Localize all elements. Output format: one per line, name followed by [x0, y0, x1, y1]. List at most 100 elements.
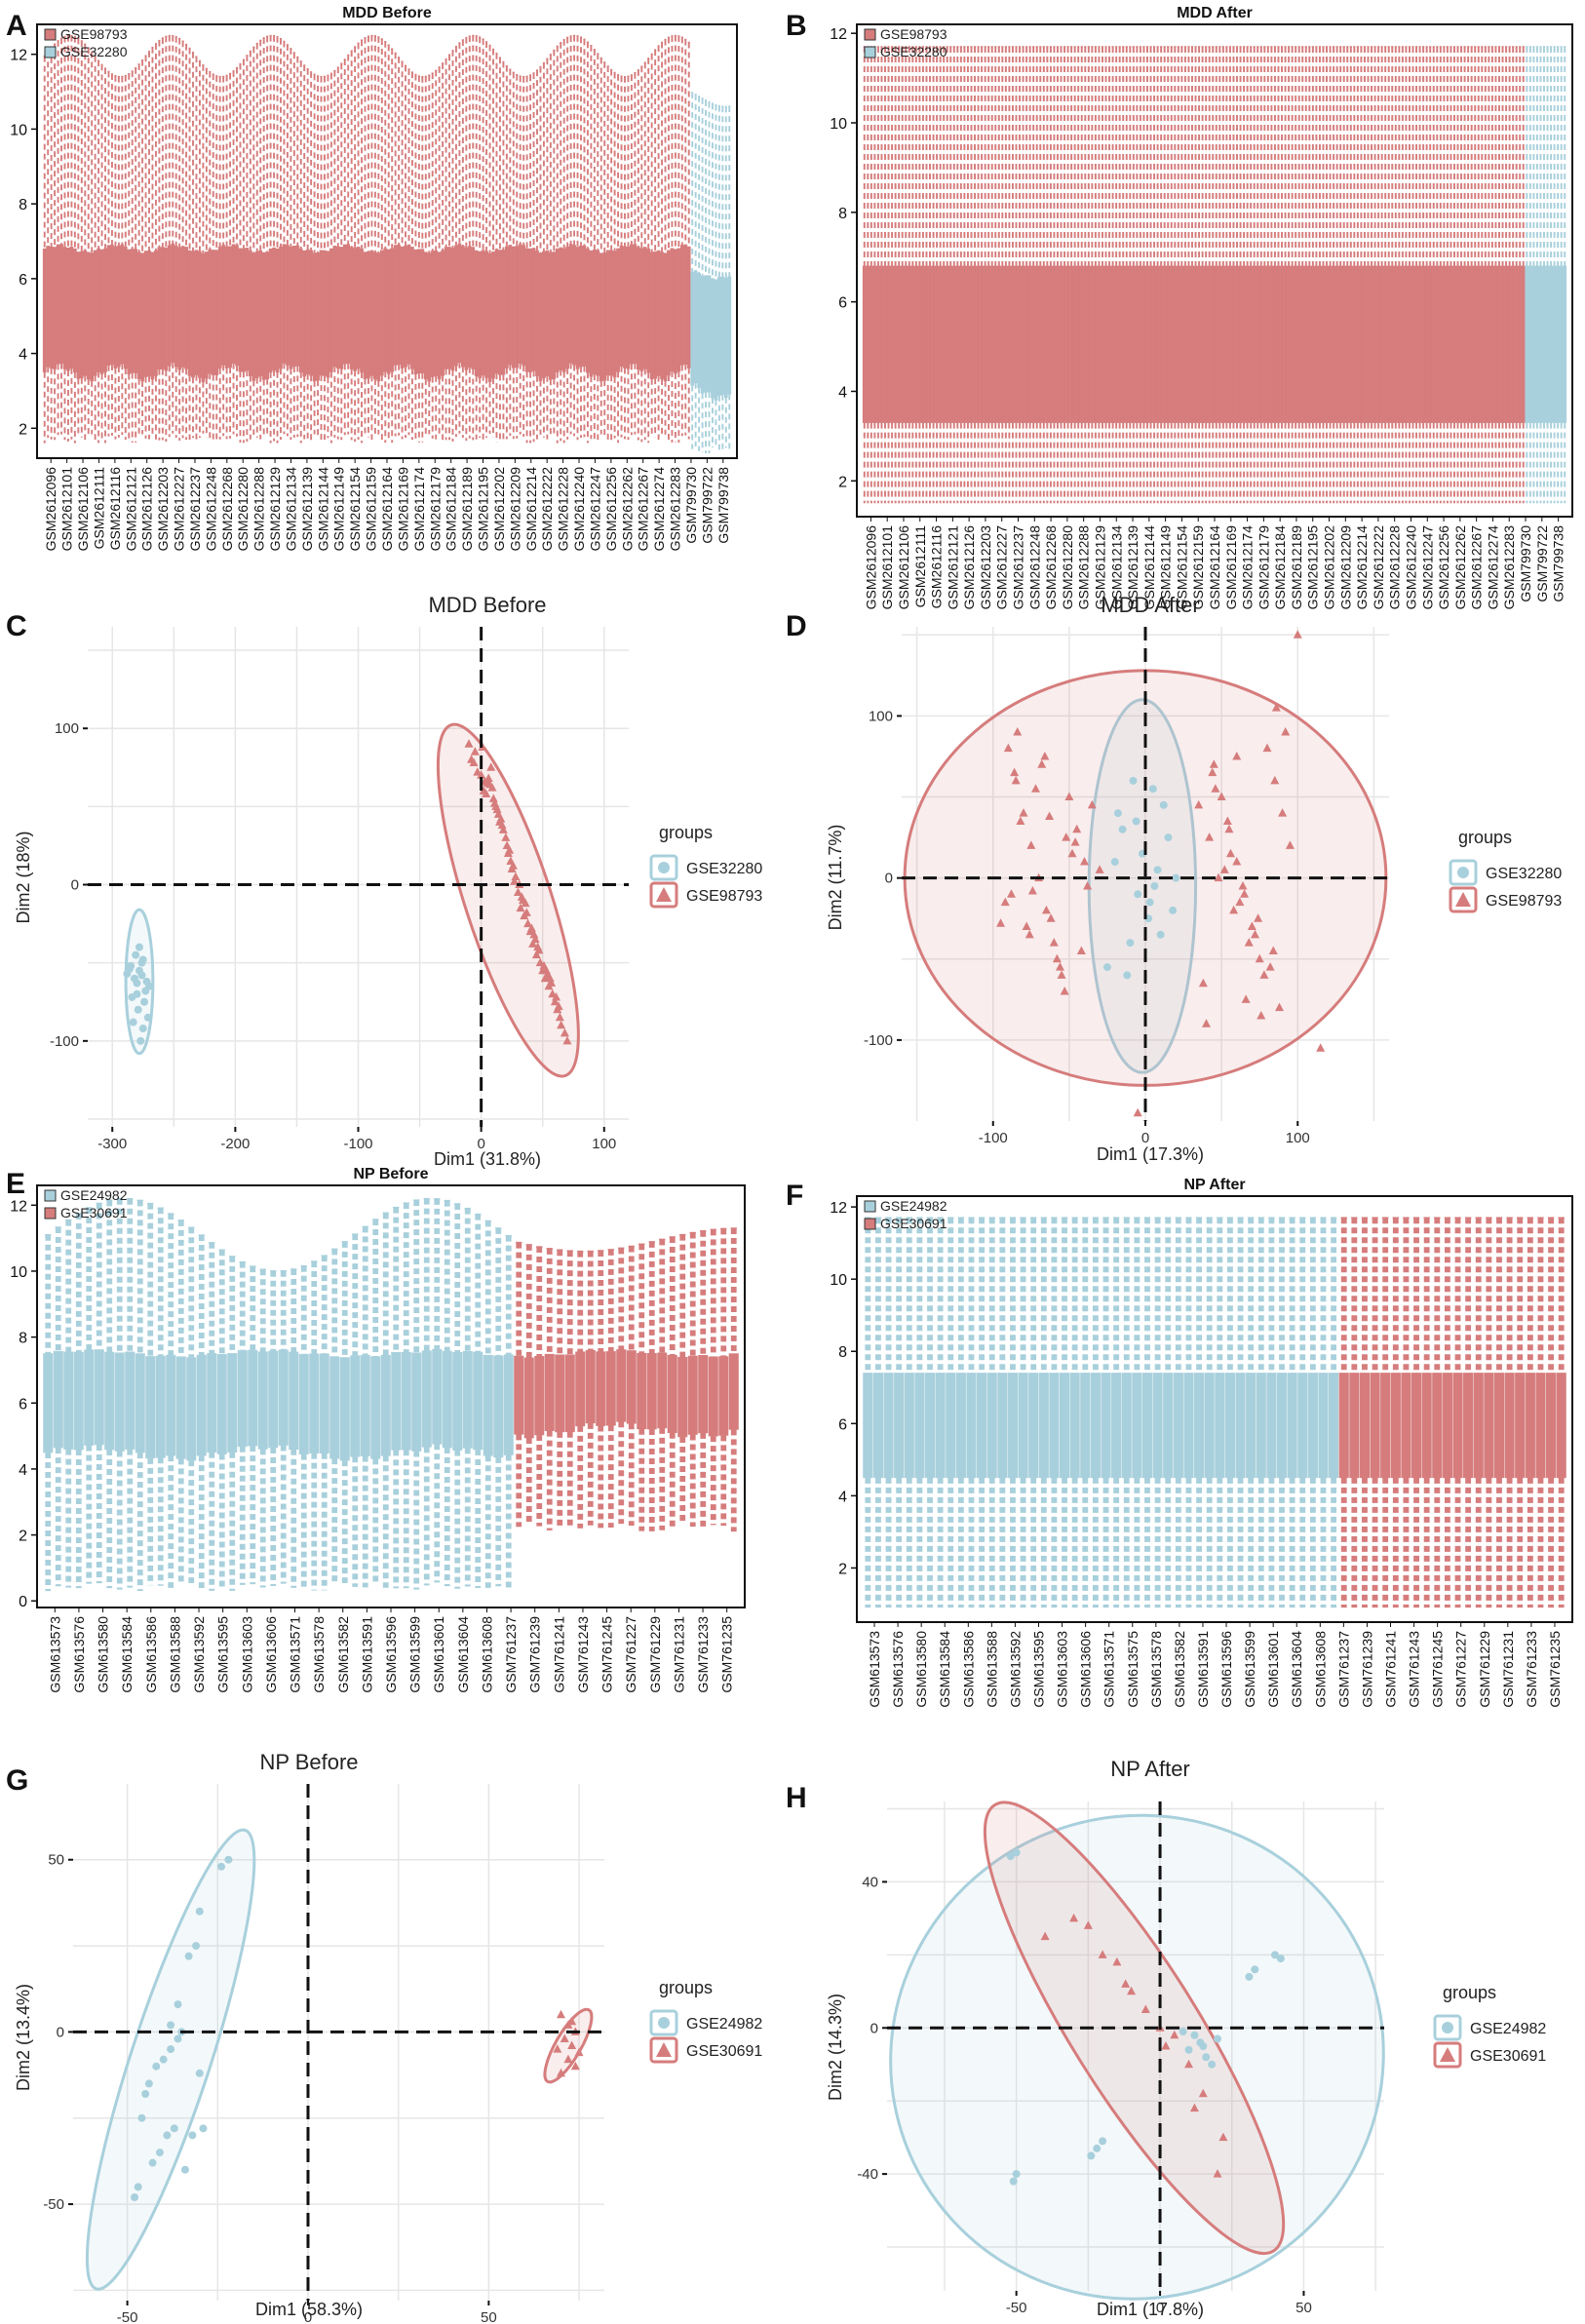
point-GSE32280: [1129, 776, 1138, 785]
x-axis-label: Dim1 (17.3%): [1097, 1144, 1204, 1164]
point-GSE98793: [492, 804, 502, 814]
box-GSE98793: [356, 247, 361, 369]
x-tick-label: GSM2612139: [1125, 525, 1140, 610]
panel-letter-F: F: [786, 1180, 803, 1212]
box-GSE24982: [1256, 1373, 1266, 1479]
x-tick-label: GSM613596: [383, 1616, 399, 1693]
box-GSE24982: [1297, 1373, 1308, 1479]
box-GSE98793: [605, 250, 610, 376]
x-tick-label: GSM2612274: [1485, 525, 1500, 610]
box-GSE98793: [1052, 265, 1057, 423]
box-GSE24982: [43, 1353, 54, 1453]
box-GSE98793: [1518, 265, 1523, 423]
x-tick-label: GSM2612126: [139, 467, 155, 552]
legend-title: groups: [659, 1978, 713, 1997]
box-GSE98793: [986, 265, 991, 423]
box-GSE98793: [221, 245, 226, 366]
point-GSE32280: [143, 1013, 152, 1022]
x-tick-label: GSM613571: [1102, 1631, 1117, 1708]
y-tick-label: 4: [19, 347, 27, 364]
box-GSE98793: [1021, 265, 1025, 423]
x-tick-label: GSM613573: [47, 1616, 62, 1693]
point-GSE98793: [1011, 775, 1021, 785]
y-tick-label: -100: [864, 1032, 893, 1049]
box-GSE98793: [1363, 265, 1367, 423]
point-GSE98793: [516, 903, 525, 912]
y-tick-label: 8: [838, 206, 847, 222]
y-tick-label: 2: [19, 1529, 27, 1545]
y-tick-label: 12: [830, 1200, 847, 1217]
legend-label: GSE32280: [1486, 866, 1562, 882]
box-GSE98793: [103, 248, 107, 372]
box-GSE24982: [966, 1373, 977, 1479]
box-GSE98793: [1190, 265, 1194, 423]
box-GSE24982: [1235, 1373, 1246, 1479]
y-tick-label: 10: [830, 1272, 847, 1289]
box-GSE98793: [208, 249, 213, 374]
box-GSE24982: [904, 1373, 914, 1479]
x-tick-label: GSM761231: [671, 1616, 686, 1693]
box-GSE98793: [1273, 265, 1277, 423]
box-GSE98793: [522, 245, 526, 367]
point-GSE24982: [1202, 2053, 1211, 2062]
x-tick-label: GSM2612179: [427, 467, 443, 552]
point-GSE98793: [1087, 799, 1097, 809]
box-GSE30691: [605, 1351, 616, 1426]
x-tick-label: GSM2612256: [1436, 525, 1451, 610]
point-GSE24982: [1270, 1951, 1279, 1959]
point-GSE30691: [1170, 2030, 1179, 2039]
box-GSE98793: [498, 250, 502, 375]
box-GSE24982: [1307, 1373, 1318, 1479]
y-tick-label: 100: [869, 708, 893, 724]
box-GSE98793: [1449, 265, 1453, 423]
point-GSE98793: [996, 918, 1006, 927]
box-GSE98793: [942, 265, 947, 423]
box-GSE32280: [697, 273, 701, 388]
box-GSE98793: [1256, 265, 1260, 423]
box-GSE98793: [397, 244, 401, 366]
legend-label: GSE24982: [1470, 2021, 1546, 2037]
point-GSE98793: [1083, 880, 1093, 890]
box-GSE24982: [380, 1354, 391, 1456]
box-GSE98793: [177, 247, 182, 370]
box-GSE98793: [1504, 265, 1508, 423]
box-GSE98793: [332, 245, 337, 368]
box-GSE98793: [1370, 265, 1373, 423]
box-GSE98793: [1345, 265, 1350, 423]
box-GSE24982: [503, 1354, 514, 1455]
x-tick-label: GSM2612101: [879, 525, 895, 610]
box-GSE24982: [1183, 1373, 1194, 1479]
box-GSE98793: [49, 246, 54, 369]
box-GSE98793: [545, 250, 550, 377]
x-tick-label: GSM761245: [599, 1616, 615, 1693]
point-GSE98793: [541, 965, 551, 975]
box-GSE98793: [626, 247, 631, 369]
box-GSE98793: [367, 251, 370, 379]
point-GSE32280: [1113, 809, 1122, 818]
x-axis-label: Dim1 (58.3%): [255, 2300, 363, 2319]
box-GSE98793: [286, 245, 290, 366]
x-tick-label: GSM2612129: [267, 467, 283, 552]
point-GSE98793: [1095, 865, 1104, 873]
point-GSE24982: [1099, 2137, 1107, 2146]
point-GSE24982: [155, 2149, 164, 2157]
x-tick-label: GSM2612174: [1240, 525, 1256, 610]
point-GSE24982: [1009, 2177, 1018, 2186]
point-GSE98793: [1060, 987, 1069, 995]
box-GSE98793: [890, 265, 894, 423]
box-GSE30691: [1421, 1373, 1432, 1479]
box-GSE24982: [883, 1373, 894, 1479]
point-GSE98793: [513, 887, 522, 897]
confidence-ellipse-GSE98793: [436, 722, 580, 1078]
box-GSE98793: [430, 251, 435, 377]
point-GSE98793: [1080, 857, 1089, 866]
box-GSE30691: [646, 1353, 657, 1430]
box-GSE98793: [561, 248, 566, 372]
x-tick-label: GSM761239: [527, 1616, 543, 1693]
y-axis-label: Dim2 (13.4%): [14, 1984, 33, 2091]
y-tick-label: 0: [57, 2024, 64, 2040]
box-GSE98793: [319, 250, 324, 376]
x-tick-label: GSM761245: [1430, 1631, 1446, 1708]
box-GSE98793: [515, 246, 520, 368]
box-GSE24982: [216, 1353, 227, 1454]
